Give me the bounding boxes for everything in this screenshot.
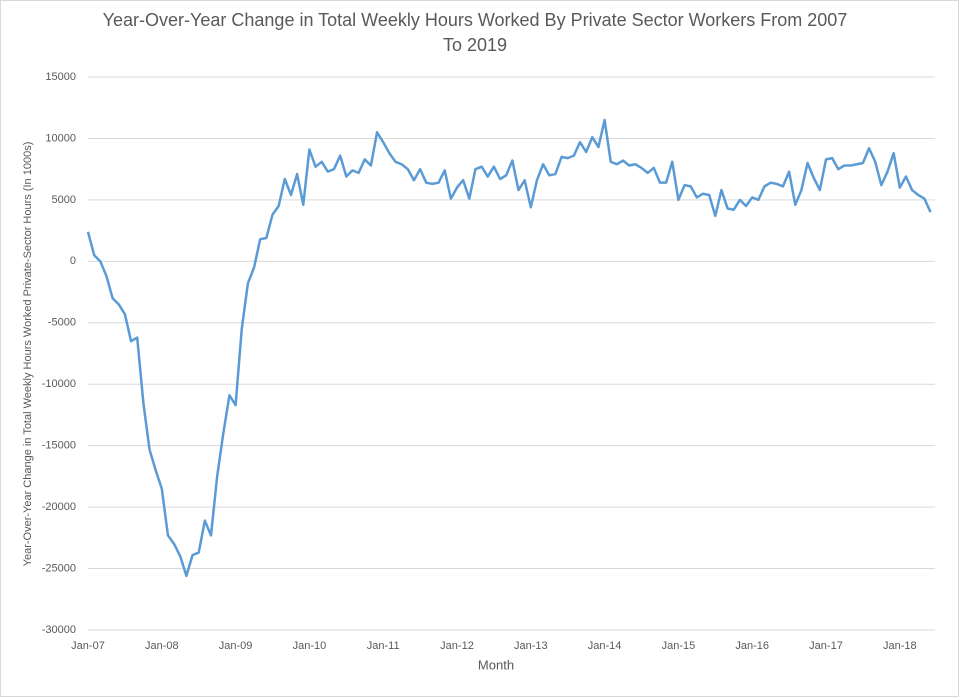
- y-tick-label: 10000: [45, 132, 76, 144]
- x-tick-label: Jan-16: [735, 640, 769, 652]
- y-tick-label: -25000: [42, 562, 76, 574]
- chart-title: Year-Over-Year Change in Total Weekly Ho…: [102, 10, 848, 55]
- x-axis-label: Month: [478, 657, 514, 672]
- x-tick-label: Jan-18: [883, 640, 917, 652]
- y-tick-label: -30000: [42, 624, 76, 636]
- y-axis-label: Year-Over-Year Change in Total Weekly Ho…: [22, 142, 34, 567]
- y-tick-label: -10000: [42, 378, 76, 390]
- x-tick-label: Jan-11: [367, 640, 400, 652]
- data-line: [86, 118, 932, 578]
- y-tick-label: -15000: [42, 440, 76, 452]
- x-tick-label: Jan-15: [662, 640, 696, 652]
- y-tick-label: 0: [70, 255, 76, 267]
- x-tick-label: Jan-08: [145, 640, 179, 652]
- y-tick-label: -5000: [48, 317, 76, 329]
- y-tick-label: 15000: [45, 71, 76, 83]
- x-tick-label: Jan-14: [588, 640, 622, 652]
- x-tick-label: Jan-17: [809, 640, 843, 652]
- y-tick-label: 5000: [52, 194, 76, 206]
- x-tick-label: Jan-12: [440, 640, 474, 652]
- x-tick-label: Jan-10: [293, 640, 327, 652]
- y-tick-label: -20000: [42, 501, 76, 513]
- x-tick-label: Jan-09: [219, 640, 253, 652]
- x-tick-label: Jan-07: [71, 640, 105, 652]
- x-tick-label: Jan-13: [514, 640, 548, 652]
